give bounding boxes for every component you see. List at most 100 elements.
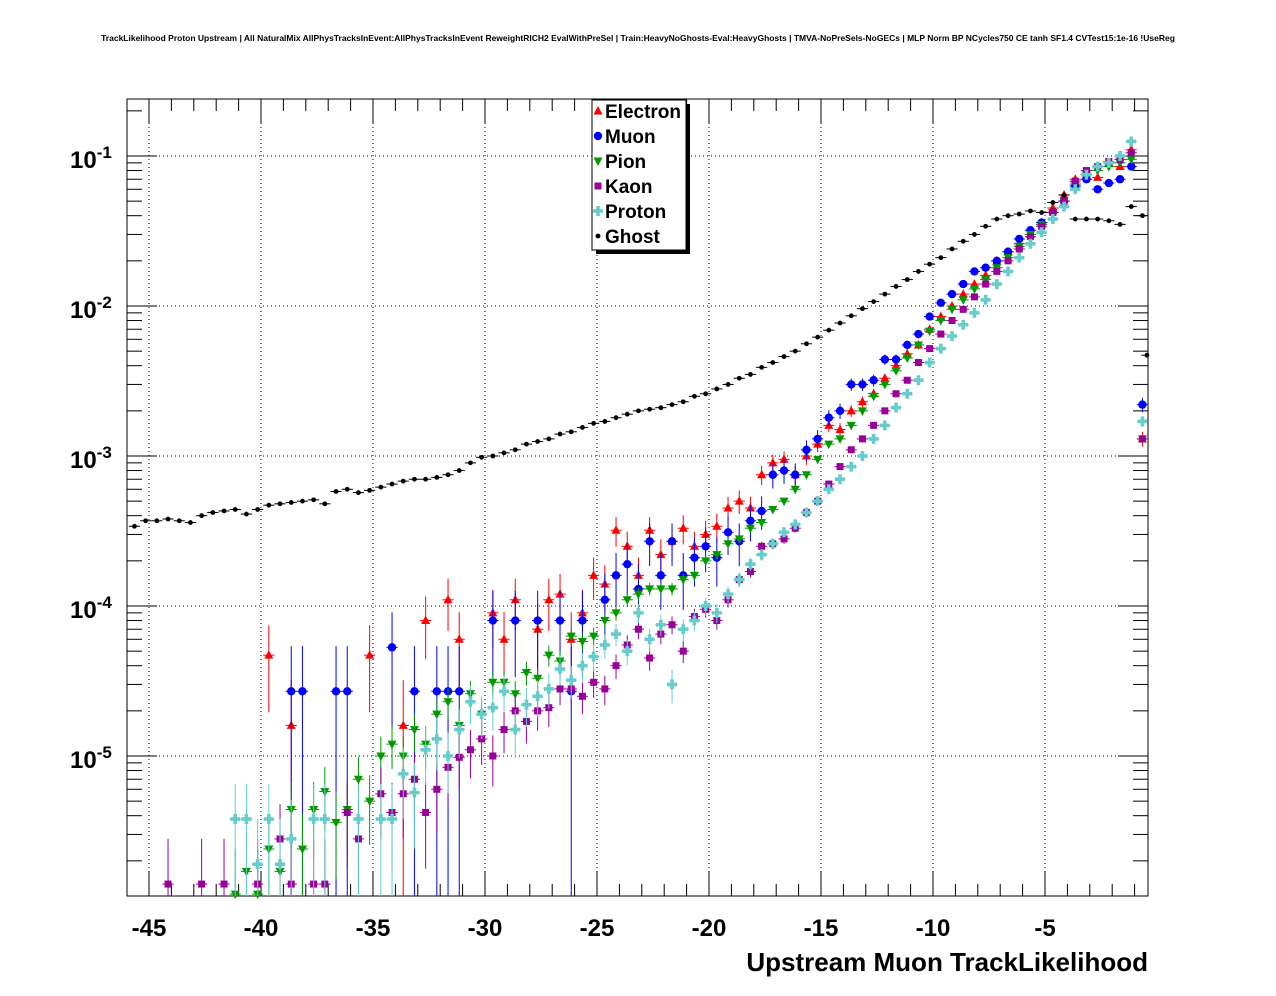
data-point-muon bbox=[835, 406, 845, 416]
data-point-ghost bbox=[311, 497, 317, 503]
data-point-ghost bbox=[658, 405, 664, 411]
data-point-kaon bbox=[758, 542, 766, 550]
data-point-muon bbox=[331, 687, 341, 696]
data-point-kaon bbox=[590, 678, 598, 686]
data-point-kaon bbox=[601, 685, 609, 693]
data-point-pion bbox=[947, 305, 957, 315]
data-point-proton bbox=[1092, 161, 1103, 172]
data-point-ghost bbox=[221, 508, 227, 514]
legend: Electron Muon Pion Kaon Proton Ghost bbox=[591, 99, 690, 254]
data-point-ghost bbox=[949, 246, 955, 252]
data-point-proton bbox=[566, 675, 577, 686]
data-point-proton bbox=[868, 433, 879, 444]
data-point-kaon bbox=[1071, 177, 1079, 185]
x-tick-label: -35 bbox=[356, 915, 391, 942]
data-point-ghost bbox=[983, 223, 989, 229]
data-point-electron bbox=[365, 650, 375, 659]
data-point-ghost bbox=[938, 255, 944, 261]
data-point-pion bbox=[880, 380, 890, 390]
x-tick-label: -5 bbox=[1034, 915, 1055, 942]
data-point-proton bbox=[879, 420, 890, 431]
data-point-muon bbox=[813, 434, 822, 444]
data-point-muon bbox=[701, 542, 710, 551]
data-point-proton bbox=[678, 624, 689, 635]
data-point-muon bbox=[959, 279, 968, 289]
data-point-proton bbox=[745, 559, 756, 570]
data-point-proton bbox=[902, 388, 913, 399]
data-point-muon bbox=[891, 355, 901, 364]
data-point-proton bbox=[734, 574, 745, 585]
data-point-muon bbox=[623, 559, 632, 569]
data-point-ghost bbox=[994, 216, 1000, 222]
data-point-pion bbox=[544, 651, 554, 661]
data-point-kaon bbox=[500, 726, 508, 734]
data-point-ghost bbox=[692, 393, 697, 399]
data-point-proton bbox=[1070, 184, 1081, 195]
data-point-proton bbox=[857, 451, 868, 462]
data-point-ghost bbox=[960, 238, 966, 244]
data-point-kaon bbox=[164, 880, 172, 888]
data-point-electron bbox=[846, 405, 856, 415]
data-point-ghost bbox=[244, 511, 249, 517]
data-point-kaon bbox=[198, 880, 206, 888]
legend-marker-muon bbox=[593, 131, 603, 141]
data-point-proton bbox=[487, 702, 498, 713]
data-point-proton bbox=[655, 619, 666, 630]
data-point-proton bbox=[689, 615, 700, 626]
data-point-ghost bbox=[669, 402, 675, 408]
data-point-muon bbox=[1003, 247, 1013, 256]
data-point-proton bbox=[431, 733, 442, 744]
data-point-pion bbox=[891, 367, 901, 376]
data-point-kaon bbox=[578, 692, 586, 700]
legend-label-electron: Electron bbox=[605, 102, 681, 123]
data-point-proton bbox=[275, 859, 286, 870]
y-tick-label: 10-2 bbox=[70, 293, 112, 324]
data-point-ghost bbox=[434, 475, 440, 480]
data-point-pion bbox=[589, 632, 599, 642]
data-point-muon bbox=[746, 516, 755, 525]
data-point-proton bbox=[1014, 252, 1025, 263]
legend-box bbox=[591, 99, 687, 251]
data-point-electron bbox=[857, 396, 867, 406]
data-point-kaon bbox=[433, 785, 441, 793]
data-point-ghost bbox=[882, 291, 888, 297]
data-point-pion bbox=[622, 596, 632, 605]
data-point-kaon bbox=[422, 809, 430, 817]
data-point-electron bbox=[544, 594, 554, 604]
data-point-proton bbox=[913, 375, 924, 386]
data-point-pion bbox=[981, 276, 991, 285]
data-point-pion bbox=[745, 524, 755, 534]
data-point-kaon bbox=[914, 359, 922, 367]
data-point-ghost bbox=[1095, 216, 1101, 222]
data-point-proton bbox=[969, 307, 980, 318]
data-point-ghost bbox=[602, 419, 608, 424]
data-point-muon bbox=[533, 616, 542, 625]
data-point-muon bbox=[1115, 175, 1125, 184]
data-point-proton bbox=[1081, 169, 1092, 180]
data-point-proton bbox=[543, 683, 554, 694]
data-point-kaon bbox=[959, 305, 967, 313]
data-point-muon bbox=[925, 312, 934, 321]
data-point-pion bbox=[633, 590, 643, 600]
data-point-kaon bbox=[466, 746, 474, 754]
data-point-proton bbox=[599, 639, 610, 650]
data-point-proton bbox=[387, 814, 398, 825]
series-proton bbox=[229, 136, 1148, 896]
data-point-muon bbox=[970, 267, 979, 276]
y-tick-label: 10-5 bbox=[70, 743, 112, 774]
data-point-kaon bbox=[881, 407, 889, 415]
data-point-proton bbox=[1126, 136, 1137, 147]
data-point-ghost bbox=[535, 439, 541, 444]
data-point-kaon bbox=[1015, 245, 1023, 253]
data-point-proton bbox=[846, 461, 857, 472]
data-point-pion bbox=[409, 726, 419, 735]
data-point-proton bbox=[420, 744, 431, 755]
data-point-ghost bbox=[524, 441, 529, 447]
data-point-ghost bbox=[647, 406, 653, 412]
data-point-proton bbox=[756, 549, 767, 560]
data-point-proton bbox=[252, 859, 263, 870]
data-point-muon bbox=[410, 687, 419, 696]
data-point-kaon bbox=[825, 480, 833, 488]
data-point-proton bbox=[947, 331, 958, 342]
